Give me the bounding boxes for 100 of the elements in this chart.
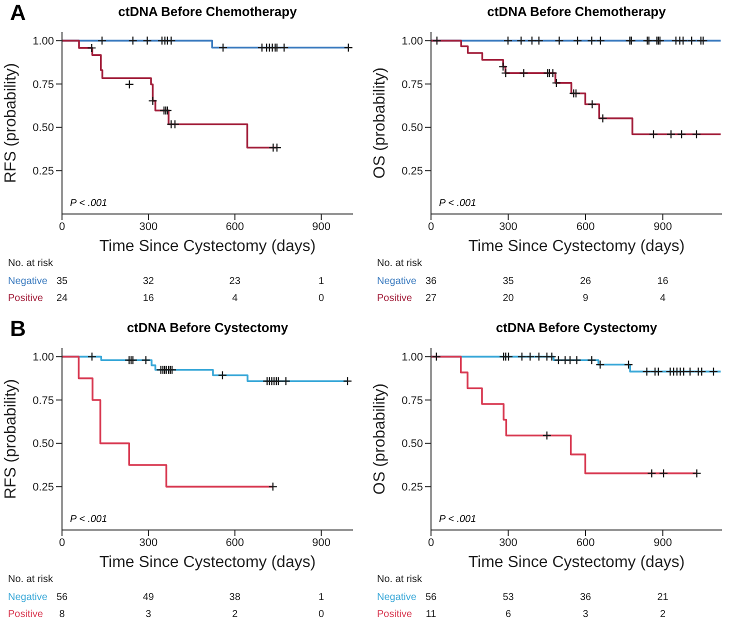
text: Negative (377, 592, 416, 602)
text: Positive (8, 293, 44, 304)
y-axis-title: RFS (probability) (2, 378, 20, 499)
x-axis-title: Time Since Cystectomy (days) (98, 238, 317, 256)
point (87, 43, 96, 53)
y-tick-label: 0.50 (402, 122, 423, 134)
point (587, 355, 596, 364)
annotation: P < .001 (439, 198, 476, 209)
text: 1 (318, 276, 326, 287)
point (698, 36, 708, 46)
text: 0 (318, 608, 326, 620)
text: Positive (8, 608, 44, 620)
point (272, 143, 282, 152)
point (142, 36, 152, 46)
point (565, 355, 575, 364)
text: 11 (424, 608, 438, 620)
y-tick-label: 0.50 (32, 438, 54, 450)
y-tick-label: 0.25 (402, 481, 423, 494)
text: 23 (228, 276, 242, 287)
y-tick-label: 1.00 (402, 36, 423, 48)
point (648, 130, 658, 139)
y-tick-label: 0.50 (32, 122, 54, 134)
text: 9 (582, 293, 590, 304)
text: 56 (425, 592, 437, 602)
point (571, 88, 581, 98)
point (432, 352, 442, 361)
point (687, 36, 696, 46)
x-axis-title: Time Since Cystectomy (days) (98, 554, 317, 572)
text: 6 (504, 608, 512, 620)
point (647, 468, 656, 478)
text: No. at risk (377, 574, 422, 584)
point (534, 36, 544, 46)
text: 20 (502, 293, 515, 304)
text: A (10, 0, 26, 26)
point (598, 114, 608, 123)
text: Negative (8, 276, 48, 287)
text: 36 (578, 592, 592, 602)
x-tick-label: 600 (576, 536, 595, 548)
text: 4 (658, 293, 667, 304)
point (124, 80, 134, 89)
point (281, 376, 290, 386)
x-tick-label: 600 (576, 220, 595, 233)
text: 32 (142, 276, 155, 287)
point (218, 370, 228, 380)
point (141, 355, 150, 364)
annotation: P < .001 (70, 198, 108, 209)
y-axis-title: OS (probability) (372, 67, 389, 179)
text: 27 (424, 293, 438, 304)
point (708, 366, 718, 376)
point (342, 376, 352, 386)
y-tick-label: 0.75 (402, 394, 423, 406)
x-tick-label: 300 (499, 536, 518, 548)
point (676, 130, 686, 139)
y-axis-title: OS (probability) (372, 382, 389, 494)
x-tick-label: 300 (499, 220, 518, 233)
text: 26 (578, 276, 592, 287)
point (170, 120, 180, 129)
text: Positive (377, 293, 412, 304)
x-tick-label: 0 (58, 536, 66, 548)
point (527, 36, 537, 46)
point (526, 352, 535, 361)
text: 4 (231, 293, 239, 304)
text: 1 (318, 592, 326, 602)
x-tick-label: 900 (654, 220, 672, 233)
x-tick-label: 0 (58, 220, 66, 233)
point (572, 36, 582, 46)
point (624, 360, 634, 369)
text: 35 (502, 276, 515, 287)
text: 0 (318, 293, 326, 304)
point (596, 36, 606, 46)
point (280, 43, 289, 52)
text: 36 (425, 276, 437, 287)
point (516, 36, 526, 46)
y-tick-label: 0.75 (402, 78, 423, 91)
y-tick-label: 0.25 (402, 166, 423, 178)
text: Negative (377, 276, 416, 287)
point (218, 43, 228, 52)
text: 56 (56, 592, 68, 602)
point (596, 360, 605, 369)
point (685, 366, 695, 376)
point (697, 366, 706, 376)
chart-title: ctDNA Before Cystectomy (126, 320, 290, 334)
text: 2 (658, 608, 667, 620)
chart-title: ctDNA Before Cystectomy (494, 320, 658, 334)
x-tick-label: 300 (139, 220, 158, 233)
point (344, 43, 353, 52)
x-tick-label: 900 (312, 536, 330, 548)
point (655, 36, 665, 46)
chart-title: ctDNA Before Chemotherapy (486, 4, 667, 19)
y-tick-label: 1.00 (32, 351, 54, 364)
point (678, 36, 688, 46)
point (588, 100, 597, 109)
x-tick-label: 0 (428, 536, 434, 548)
point (658, 468, 668, 478)
x-axis-title: Time Since Cystectomy (days) (467, 554, 686, 572)
text: B (10, 316, 26, 342)
text: 21 (656, 592, 670, 602)
x-tick-label: 600 (226, 220, 244, 233)
text: 24 (55, 293, 69, 304)
point (692, 468, 702, 478)
